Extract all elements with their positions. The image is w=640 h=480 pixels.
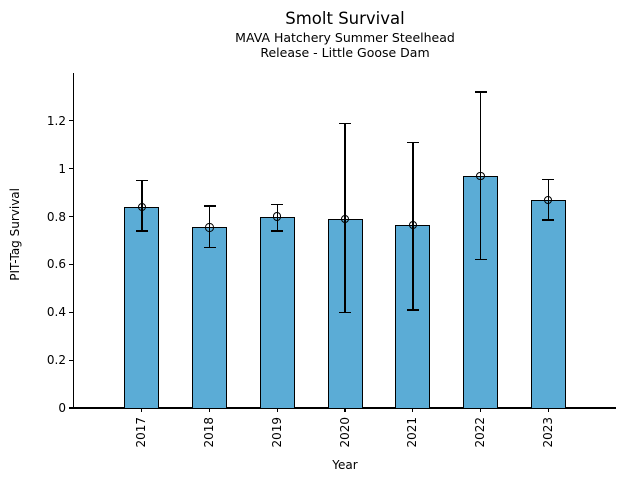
errorbar-cap-high-2020 xyxy=(339,122,351,124)
y-tick-label-0.4: 0.4 xyxy=(46,305,66,320)
marker-2018 xyxy=(205,223,214,232)
x-tick-label-2018: 2018 xyxy=(202,417,216,448)
x-tick-label-2019: 2019 xyxy=(269,417,284,448)
y-tick-label-1.2: 1.2 xyxy=(46,113,66,128)
x-tick-label-2023: 2023 xyxy=(540,417,555,448)
x-tick-label-2017: 2017 xyxy=(134,417,149,448)
y-tick-mark xyxy=(69,120,73,122)
marker-2023 xyxy=(544,195,553,204)
bar-2023 xyxy=(530,199,566,409)
marker-2017 xyxy=(137,202,146,212)
errorbar-cap-low-2019 xyxy=(271,230,284,232)
errorbar-cap-low-2023 xyxy=(542,219,555,221)
y-tick-label-1: 1 xyxy=(58,161,66,176)
x-tick-label-2020: 2020 xyxy=(337,417,352,448)
x-tick-mark-2021 xyxy=(412,408,414,412)
bar-2017 xyxy=(124,207,160,409)
y-tick-label-0.8: 0.8 xyxy=(46,209,66,224)
errorbar-cap-low-2021 xyxy=(406,309,419,311)
marker-2021 xyxy=(408,220,417,230)
x-tick-mark-2023 xyxy=(547,408,549,412)
title-block: Smolt Survival MAVA Hatchery Summer Stee… xyxy=(74,8,616,60)
y-tick-mark xyxy=(69,215,73,218)
errorbar-cap-high-2022 xyxy=(474,91,487,93)
x-tick-mark-2022 xyxy=(479,408,482,412)
chart-title: Smolt Survival xyxy=(285,9,405,28)
chart-subtitle-line-1: MAVA Hatchery Summer Steelhead xyxy=(235,30,455,45)
y-tick-mark xyxy=(69,168,73,170)
marker-2019 xyxy=(273,212,282,221)
errorbar-cap-high-2019 xyxy=(271,203,284,206)
errorbar-cap-low-2020 xyxy=(339,311,351,314)
y-axis-label: PIT-Tag Survival xyxy=(8,188,22,281)
y-tick-mark xyxy=(69,359,73,361)
bar-2019 xyxy=(259,216,295,409)
chart-subtitle-line-2: Release - Little Goose Dam xyxy=(260,45,430,60)
errorbar-cap-high-2023 xyxy=(542,178,555,181)
x-tick-mark-2017 xyxy=(141,408,143,412)
x-tick-label-2021: 2021 xyxy=(405,417,420,448)
x-tick-mark-2020 xyxy=(344,408,346,412)
x-tick-mark-2019 xyxy=(276,408,278,412)
errorbar-cap-low-2022 xyxy=(474,258,487,261)
errorbar-cap-low-2017 xyxy=(135,230,148,232)
x-tick-label-2022: 2022 xyxy=(473,417,487,448)
errorbar-cap-high-2017 xyxy=(135,179,148,182)
marker-2020 xyxy=(340,214,350,224)
y-tick-mark xyxy=(69,263,73,266)
y-tick-label-0.6: 0.6 xyxy=(46,257,66,272)
errorbar-cap-high-2021 xyxy=(406,141,419,144)
y-tick-label-0: 0 xyxy=(58,401,66,415)
y-tick-label-0.2: 0.2 xyxy=(46,353,66,368)
errorbar-cap-high-2018 xyxy=(203,205,216,207)
x-tick-mark-2018 xyxy=(208,408,211,412)
y-tick-mark xyxy=(69,407,73,409)
marker-2022 xyxy=(476,171,485,181)
errorbar-cap-low-2018 xyxy=(203,246,216,249)
y-axis-spine xyxy=(72,73,74,409)
bar-2018 xyxy=(192,227,227,409)
x-axis-label: Year xyxy=(332,458,358,472)
y-tick-mark xyxy=(69,311,73,313)
bar-2020 xyxy=(327,218,363,409)
